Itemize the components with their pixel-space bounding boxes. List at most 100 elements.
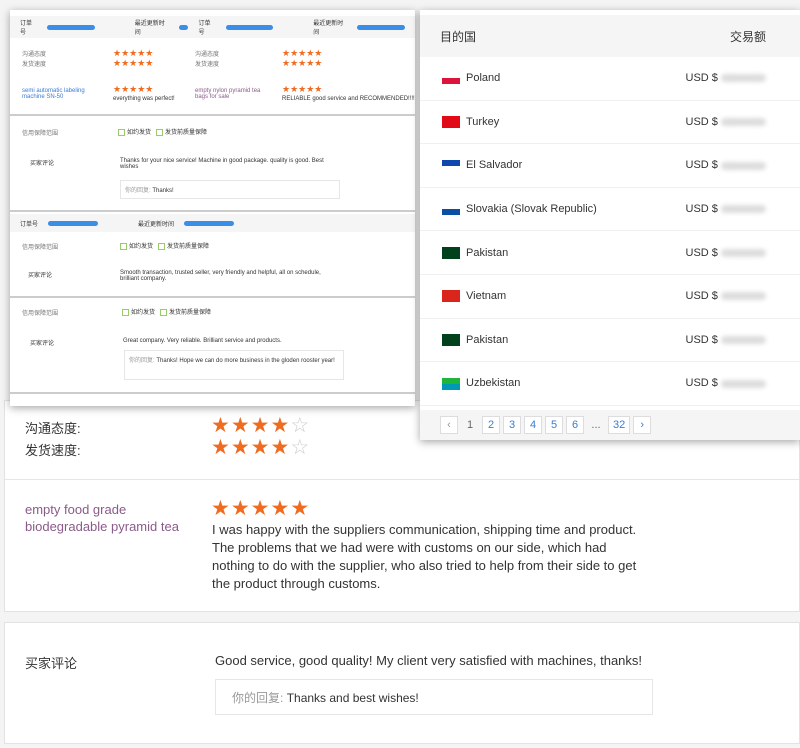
product-link[interactable]: empty nylon pyramid tea bags for sale [195,88,261,100]
review-comment: Smooth transaction, trusted seller, very… [120,270,321,282]
star-icon: ★ [250,414,271,437]
reply-label: 你的回复: [232,691,284,705]
buyer-label: 买家评论 [30,341,55,347]
country-name: Turkey [466,115,500,128]
product-link[interactable]: empty food grade biodegradable pyramid t… [25,502,179,534]
amount: USD $ [685,159,718,172]
country-name: Pakistan [466,246,509,259]
table-row: Pakistan USD $ [420,319,800,363]
table-row: Poland USD $ [420,57,800,101]
table-row: Slovakia (Slovak Republic) USD $ [420,188,800,232]
buyer-review-label: 买家评论 [25,656,78,671]
amount: USD $ [685,72,718,85]
star-icon: ★ [230,497,251,520]
updated-label: 最近更新时间 [134,21,165,36]
flag-icon [442,203,460,216]
credit-label: 信用保障范围 [22,131,59,137]
updated-label: 最近更新时间 [313,21,344,36]
flag-icon [442,333,460,346]
stars: ★★★★★ [113,84,154,94]
table-row: Pakistan USD $ [420,231,800,275]
page-button[interactable]: 5 [545,415,563,434]
page-button[interactable]: 3 [503,415,521,434]
table-row: Vietnam USD $ [420,275,800,319]
check-label: 发货前质量保障 [169,310,212,316]
ship-label: 发货速度 [195,62,220,68]
star-icon: ★ [250,497,271,520]
amount: USD $ [685,203,718,216]
order-header: 订单号 最近更新时间 订单号 最近更新时间 [10,16,415,38]
table-row: Uzbekistan USD $ [420,362,800,406]
star-icon: ★ [270,436,291,459]
table-row: El Salvador USD $ [420,144,800,188]
order-label: 订单号 [20,221,39,228]
country-name: Uzbekistan [466,377,521,390]
stars: ★★★★★ ★★★★★ [282,48,323,68]
review-comment: Thanks for your nice service! Machine in… [120,158,324,170]
comm-label: 沟通态度 [22,52,47,58]
amount: USD $ [685,290,718,303]
review-comment: I was happy with the suppliers communica… [212,522,637,591]
reply-box: 你的回复: Thanks and best wishes! [215,679,653,715]
review-comment: Great company. Very reliable. Brilliant … [123,338,282,344]
destination-country-table: 目的国 交易额 Poland USD $ Turkey USD $ El Salva… [420,10,800,440]
page-button[interactable]: 2 [482,415,500,434]
shipping-label: 发货速度: [25,443,81,458]
reply-label: 你的回复: [125,188,151,194]
star-icon: ★ [270,414,291,437]
buyer-label: 买家评论 [28,273,53,279]
credit-label: 信用保障范围 [22,311,59,317]
page-button[interactable]: 32 [608,415,631,434]
next-page-button[interactable]: › [633,415,652,434]
stars: ★★★★★ [282,84,323,94]
buyer-label: 买家评论 [30,161,55,167]
comment: everything was perfect! [113,96,175,102]
page-button[interactable]: 4 [524,415,542,434]
amount: USD $ [685,115,718,128]
credit-label: 信用保障范围 [22,245,59,251]
comment: RELIABLE good service and RECOMMENDED!!!… [282,96,415,102]
reply-label: 你的回复: [129,358,155,364]
reply-text: Thanks and best wishes! [286,691,419,705]
communication-stars: ★★★★☆ [211,415,310,436]
star-icon: ★ [211,414,231,437]
star-icon: ★ [250,436,271,459]
reply-text: Thanks! [152,188,174,194]
check-label: 发货前质量保障 [165,130,208,136]
communication-label: 沟通态度: [25,421,81,436]
pagination: ‹ 1 2 3 4 5 6... 32 › [420,409,800,440]
page-button[interactable]: 6 [566,415,584,434]
order-label: 订单号 [198,21,211,36]
check-label: 如约发货 [127,130,152,136]
review-stars: ★★★★★ [211,498,310,519]
col-amount: 交易额 [729,29,766,44]
flag-icon [442,377,460,390]
buyer-review-comment: Good service, good quality! My client ve… [215,653,643,668]
amount: USD $ [685,377,718,390]
prev-page-button[interactable]: ‹ [440,415,458,434]
star-icon: ★ [290,497,311,520]
reviews-screenshot-panel: 订单号 最近更新时间 订单号 最近更新时间 沟通态度 发货速度 ★★★★★ ★★★★… [10,10,415,406]
country-name: Vietnam [466,290,507,303]
star-icon: ★ [230,436,251,459]
pagination-ellipsis[interactable]: ... [591,418,601,431]
amount: USD $ [685,333,718,346]
stars: ★★★★★ ★★★★★ [113,48,154,68]
flag-icon [442,159,460,172]
ship-label: 发货速度 [22,62,47,68]
flag-icon [442,246,460,259]
flag-icon [442,115,460,128]
country-name: El Salvador [466,159,523,172]
flag-icon [442,72,460,85]
page-button[interactable]: 1 [466,418,474,431]
star-icon: ★ [230,414,251,437]
buyer-review-section: 买家评论 Good service, good quality! My clie… [4,622,800,744]
product-link[interactable]: semi automatic labeling machine SN-50 [22,88,85,100]
order-label: 订单号 [20,21,33,36]
star-icon: ★ [211,436,231,459]
updated-label: 最近更新时间 [138,221,175,228]
amount: USD $ [685,246,718,259]
reply-text: Thanks! Hope we can do more business in … [156,358,335,364]
check-label: 如约发货 [129,244,154,250]
country-name: Poland [466,72,501,85]
